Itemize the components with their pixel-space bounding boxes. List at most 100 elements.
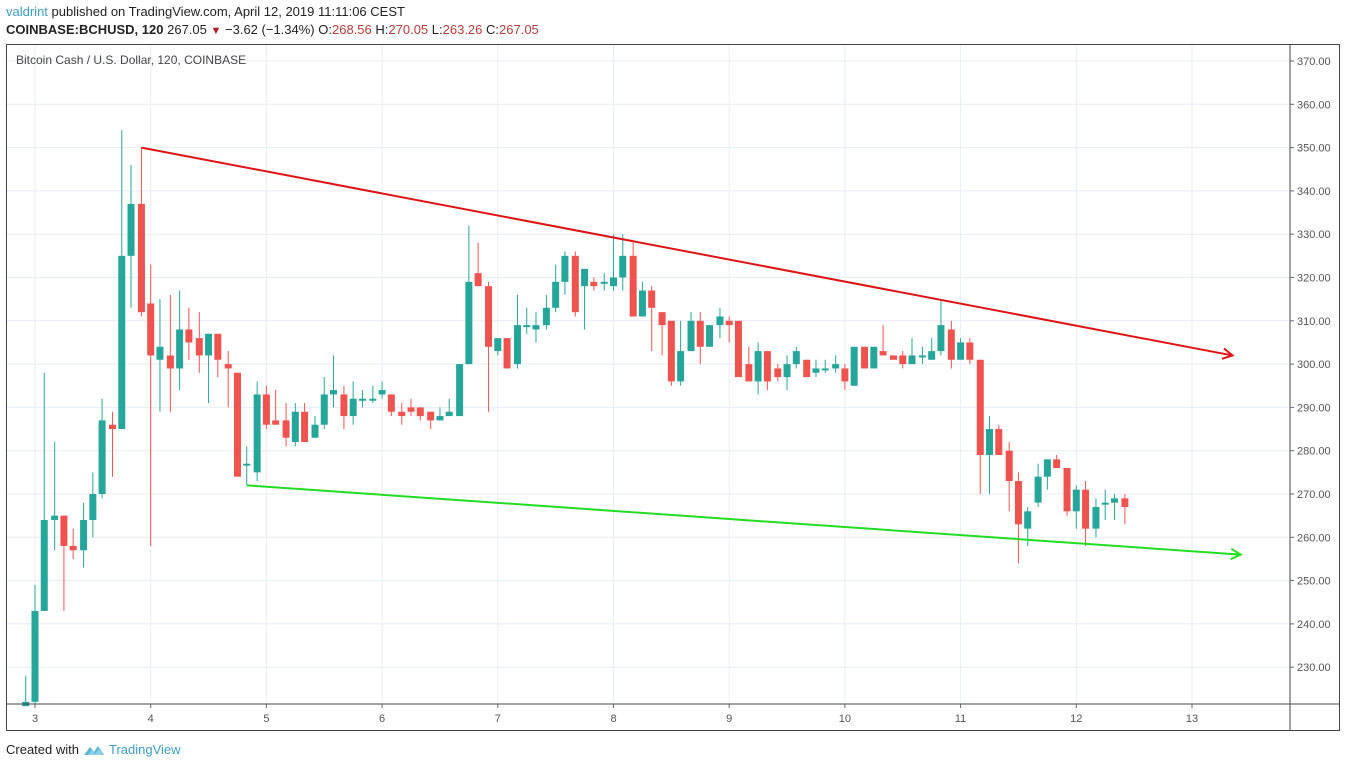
tradingview-link[interactable]: TradingView	[108, 742, 181, 757]
bearish-candle	[629, 242, 637, 317]
low-label: L:	[431, 22, 443, 37]
time-tick-label: 12	[1070, 713, 1082, 725]
last-price: 267.05	[167, 22, 207, 37]
time-tick-label: 13	[1186, 713, 1198, 725]
bearish-candle	[841, 364, 849, 391]
bullish-candle	[908, 338, 916, 365]
footer: Created with TradingView	[6, 742, 181, 757]
bullish-candle	[127, 164, 135, 308]
bearish-candle	[340, 385, 348, 430]
bullish-candle	[80, 502, 88, 568]
bullish-candle	[89, 472, 97, 538]
bearish-candle	[879, 325, 887, 356]
time-tick-label: 9	[726, 713, 732, 725]
price-tick-label: 330.00	[1297, 229, 1331, 241]
down-triangle-icon: ▼	[210, 25, 222, 37]
bearish-candle	[1082, 481, 1090, 546]
bearish-candle	[233, 372, 241, 477]
open-label: O:	[318, 22, 332, 37]
bullish-candle	[832, 355, 840, 373]
bullish-candle	[1072, 485, 1080, 529]
bearish-candle	[1014, 472, 1022, 564]
resistance-trendline[interactable]	[141, 146, 1235, 360]
price-tick-label: 370.00	[1297, 56, 1331, 68]
bearish-candle	[966, 338, 974, 365]
bullish-candle	[118, 130, 126, 430]
bullish-candle	[358, 390, 366, 408]
bearish-candle	[214, 333, 222, 378]
bearish-candle	[262, 385, 270, 430]
bearish-candle	[696, 312, 704, 365]
bearish-candle	[1121, 494, 1129, 525]
bullish-candle	[378, 381, 386, 399]
support-trendline[interactable]	[246, 484, 1243, 561]
bullish-candle	[1034, 463, 1042, 507]
bullish-candle	[1101, 489, 1109, 520]
bearish-candle	[648, 286, 656, 352]
bearish-candle	[195, 312, 203, 373]
bullish-candle	[581, 268, 589, 330]
bullish-candle	[552, 264, 560, 313]
bullish-candle	[957, 338, 965, 360]
bearish-candle	[734, 320, 742, 378]
bullish-candle	[465, 225, 473, 365]
author-link[interactable]: valdrint	[6, 4, 48, 19]
bullish-candle	[176, 290, 184, 391]
axes	[6, 44, 1340, 731]
bearish-candle	[407, 398, 415, 417]
time-tick-label: 3	[32, 713, 38, 725]
price-axis[interactable]: 370.00 360.00 350.00 340.00 330.00 320.00 310.…	[1290, 56, 1331, 674]
bearish-candle	[474, 242, 482, 287]
arrowhead-icon	[1221, 347, 1235, 360]
bearish-candle	[571, 251, 579, 317]
bearish-candle	[416, 407, 424, 421]
price-tick-label: 300.00	[1297, 359, 1331, 371]
bearish-candle	[1005, 442, 1013, 512]
bearish-candle	[745, 346, 753, 382]
bullish-candle	[243, 446, 251, 486]
chart-frame	[6, 44, 1340, 731]
high-label: H:	[375, 22, 389, 37]
bullish-candle	[311, 416, 319, 438]
bullish-candle	[821, 359, 829, 373]
price-tick-label: 230.00	[1297, 662, 1331, 674]
bullish-candle	[1110, 494, 1118, 520]
bearish-candle	[889, 355, 897, 360]
bearish-candle	[976, 359, 984, 494]
bearish-candle	[667, 320, 675, 386]
bullish-candle	[783, 355, 791, 391]
bullish-candle	[291, 403, 299, 447]
bearish-candle	[147, 264, 155, 546]
bearish-candle	[166, 294, 174, 412]
symbol-label: COINBASE:BCHUSD, 120	[6, 22, 164, 37]
bearish-candle	[398, 403, 406, 425]
candles	[22, 130, 1129, 707]
time-tick-label: 8	[610, 713, 616, 725]
bearish-candle	[109, 411, 117, 477]
bullish-candle	[600, 273, 608, 291]
bearish-candle	[947, 320, 955, 369]
bearish-candle	[282, 403, 290, 447]
bullish-candle	[754, 342, 762, 395]
bearish-candle	[899, 351, 907, 369]
bullish-candle	[156, 299, 164, 412]
bullish-candle	[532, 312, 540, 343]
bullish-candle	[523, 307, 531, 334]
high-value: 270.05	[388, 22, 429, 37]
bearish-candle	[301, 403, 309, 443]
price-tick-label: 310.00	[1297, 316, 1331, 328]
bullish-candle	[320, 377, 328, 430]
time-tick-label: 4	[148, 713, 154, 725]
time-axis[interactable]: 3 4 5 6 7 8 9 10 11 12 13	[32, 704, 1198, 725]
bullish-candle	[330, 355, 338, 408]
bearish-candle	[60, 515, 68, 611]
time-tick-label: 11	[955, 713, 966, 725]
bullish-candle	[638, 281, 646, 317]
arrowhead-icon	[1230, 547, 1243, 561]
bearish-candle	[1063, 468, 1071, 516]
bullish-candle	[677, 320, 685, 386]
bullish-candle	[716, 307, 724, 339]
price-tick-label: 320.00	[1297, 273, 1331, 285]
trendlines	[141, 146, 1243, 561]
